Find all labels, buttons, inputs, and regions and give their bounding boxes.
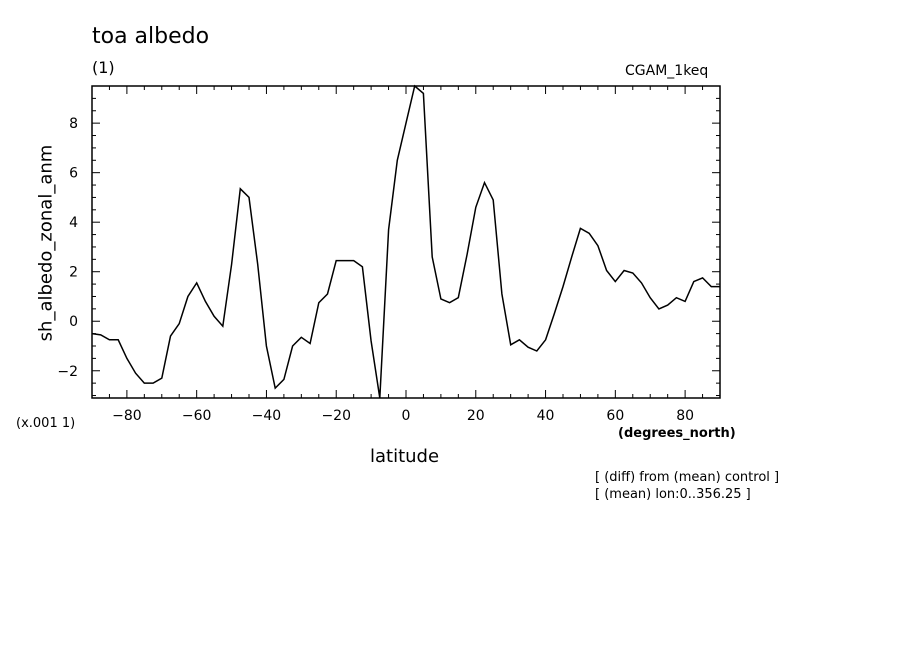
x-tick-label: 0: [402, 408, 411, 424]
x-axis-label: latitude: [370, 446, 440, 467]
x-tick-label: 20: [467, 408, 485, 424]
x-units-label: (degrees_north): [618, 426, 736, 441]
y-tick-label: 8: [69, 116, 78, 132]
x-tick-label: −20: [321, 408, 351, 424]
y-tick-label: 4: [69, 215, 78, 231]
x-tick-label: −60: [182, 408, 212, 424]
y-tick-label: 6: [69, 166, 78, 182]
chart-subtitle: (1): [92, 58, 115, 77]
y-tick-label: 2: [69, 265, 78, 281]
chart-title: toa albedo: [92, 24, 210, 49]
plot-frame: [91, 85, 721, 399]
x-tick-label: 80: [676, 408, 694, 424]
x-tick-label: −80: [112, 408, 142, 424]
y-scale-note: (x.001 1): [16, 416, 76, 431]
run-label: CGAM_1keq: [625, 63, 709, 79]
y-tick-label: 0: [69, 314, 78, 330]
x-tick-label: 40: [537, 408, 555, 424]
x-tick-label: 60: [606, 408, 624, 424]
diff-note: [ (diff) from (mean) control ]: [595, 470, 780, 485]
mean-note: [ (mean) lon:0..356.25 ]: [595, 487, 751, 502]
x-tick-label: −40: [252, 408, 282, 424]
y-tick-label: −2: [57, 364, 78, 380]
series-line: [91, 84, 720, 399]
axis-ticks: [91, 85, 721, 398]
